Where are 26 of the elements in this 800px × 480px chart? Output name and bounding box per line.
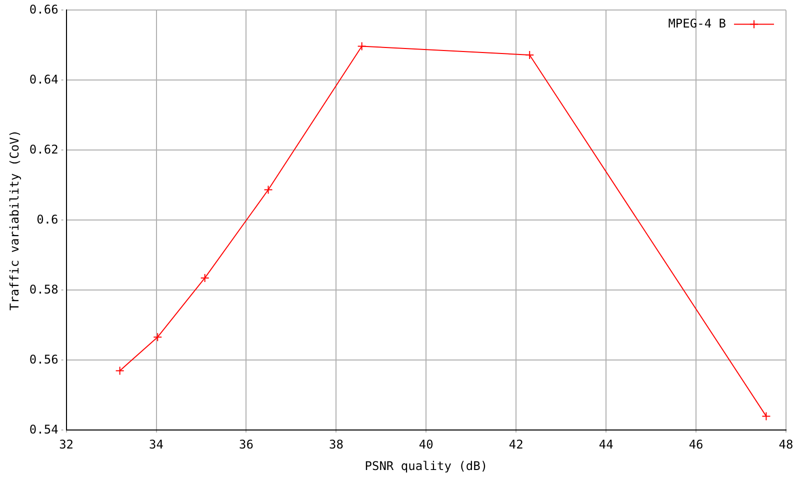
- x-tick-label: 40: [418, 438, 434, 452]
- x-tick-label: 48: [778, 438, 794, 452]
- x-tick-label: 42: [508, 438, 524, 452]
- y-axis-title: Traffic variability (CoV): [7, 130, 22, 311]
- point: [762, 412, 771, 421]
- point: [200, 273, 210, 282]
- x-tick-label: 44: [598, 438, 614, 452]
- x-tick-label: 38: [328, 438, 344, 452]
- x-tick-label: 32: [59, 438, 74, 452]
- y-tick-label: 0.54: [29, 422, 58, 436]
- legend-label: MPEG-4 B: [668, 16, 726, 30]
- y-tick-label: 0.62: [29, 142, 58, 156]
- y-tick-label: 0.58: [29, 282, 58, 296]
- point: [264, 185, 273, 194]
- x-axis-title: PSNR quality (dB): [364, 458, 488, 473]
- y-tick-label: 0.6: [36, 212, 58, 226]
- point: [115, 366, 124, 376]
- y-tick-label: 0.64: [29, 72, 58, 86]
- point: [357, 42, 366, 51]
- point: [153, 332, 162, 342]
- y-tick-label: 0.56: [29, 352, 58, 366]
- x-tick-label: 34: [149, 438, 164, 452]
- x-tick-label: 36: [238, 438, 254, 452]
- point: [525, 50, 534, 60]
- y-tick-label: 0.66: [29, 2, 58, 16]
- x-tick-label: 46: [688, 438, 704, 452]
